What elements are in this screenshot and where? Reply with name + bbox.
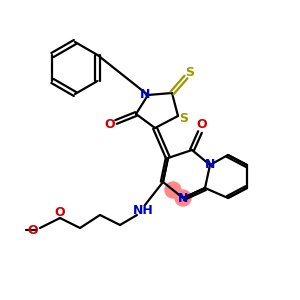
Text: S: S <box>179 112 188 124</box>
Text: O: O <box>55 206 65 220</box>
Text: O: O <box>105 118 115 131</box>
Text: NH: NH <box>133 205 153 218</box>
Circle shape <box>165 182 181 198</box>
Circle shape <box>175 190 191 206</box>
Text: N: N <box>205 158 215 172</box>
Text: S: S <box>185 67 194 80</box>
Text: N: N <box>178 191 188 205</box>
Text: N: N <box>140 88 150 101</box>
Text: O: O <box>28 224 38 236</box>
Text: O: O <box>197 118 207 131</box>
